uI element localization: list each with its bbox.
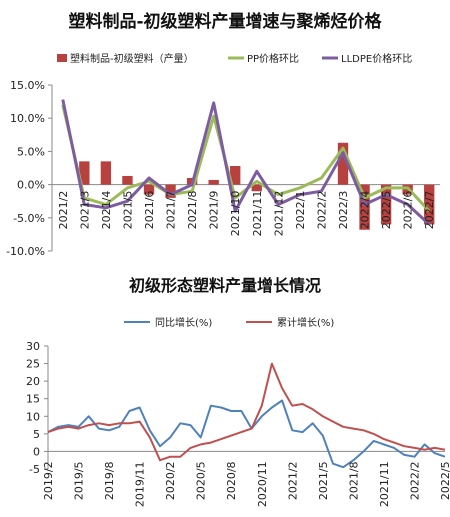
chart-1-x-tick-label: 2021/3	[78, 191, 91, 230]
chart-1-legend: 塑料制品-初级塑料（产量） PP价格环比 LLDPE价格环比	[57, 52, 412, 65]
chart-1-x-tick-label: 2021/6	[143, 191, 156, 230]
chart-1-axes: 15.0% 10.0% 5.0% 0.0% -5.0% -10.0%	[6, 79, 440, 258]
chart-2-x-tick-label: 2021/8	[347, 461, 360, 500]
chart-1-y-tick-label: 10.0%	[10, 112, 45, 125]
chart-2-x-tick-labels: 2019/2 2019/5 2019/8 2019/11 2020/2 2020/5 202…	[42, 461, 450, 507]
chart-2-legend: 同比增长(%) 累计增长(%)	[124, 316, 334, 329]
chart-1-lines	[61, 99, 431, 226]
chart-2-x-tick-label: 2020/11	[256, 461, 269, 507]
legend-label-lldpe: LLDPE价格环比	[341, 52, 412, 65]
legend-label-yoy: 同比增长(%)	[155, 316, 212, 329]
legend-swatch-bar	[57, 54, 67, 62]
chart-2-x-tick-label: 2022/2	[408, 461, 421, 500]
legend-label-production: 塑料制品-初级塑料（产量）	[70, 52, 194, 65]
chart-1-y-tick-label: -10.0%	[6, 245, 45, 258]
chart-2-y-tick-label: 0	[33, 445, 40, 458]
chart-2-x-tick-label: 2020/5	[195, 461, 208, 500]
chart-1-x-tick-label: 2021/7	[165, 191, 178, 230]
bar-production	[337, 142, 349, 185]
chart-1-x-tick-label: 2022/3	[337, 191, 350, 230]
bar-production	[380, 184, 392, 225]
chart-2-axes: 30 25 20 15 10 5 0 -5	[26, 340, 445, 476]
chart-1: 塑料制品-初级塑料产量增速与聚烯烃价格 塑料制品-初级塑料（产量） PP价格环比…	[6, 11, 440, 258]
chart-1-x-tick-label: 2022/1	[294, 191, 307, 230]
bar-production	[251, 184, 262, 192]
chart-1-x-tick-label: 2022/7	[423, 191, 436, 230]
chart-1-x-tick-label: 2021/9	[208, 191, 221, 230]
chart-1-x-tick-labels: 2021/2 2021/3 2021/4 2021/5 2021/6 2021/7 2021…	[57, 191, 436, 237]
bar-production	[359, 184, 370, 230]
series-line-pp	[61, 104, 431, 213]
chart-1-x-tick-label: 2022/6	[402, 191, 415, 230]
legend-label-cumulative: 累计增长(%)	[277, 316, 334, 329]
series-line-yoy	[47, 399, 446, 469]
chart-1-x-tick-label: 2021/10	[229, 191, 242, 237]
chart-2-y-tick-label: 5	[33, 428, 40, 441]
chart-1-x-tick-label: 2022/2	[315, 191, 328, 230]
bar-production	[165, 184, 176, 198]
series-line-cumulative	[47, 362, 446, 462]
chart-2-x-tick-label: 2020/2	[164, 461, 177, 500]
bar-production	[424, 184, 435, 225]
series-line-lldpe	[61, 99, 431, 226]
chart-1-x-tick-label: 2021/12	[272, 191, 285, 237]
chart-2-y-tick-label: -5	[29, 463, 40, 476]
chart-2-x-tick-label: 2019/11	[134, 461, 147, 507]
chart-2-x-tick-label: 2019/8	[103, 461, 116, 500]
chart-1-x-tick-label: 2021/5	[121, 191, 134, 230]
chart-2-y-tick-label: 15	[26, 393, 40, 406]
chart-1-y-tick-label: 0.0%	[17, 179, 45, 192]
chart-2-x-tick-label: 2021/5	[317, 461, 330, 500]
chart-1-x-tick-label: 2021/11	[251, 191, 264, 237]
chart-2-x-tick-label: 2020/8	[225, 461, 238, 500]
chart-1-x-tick-label: 2022/4	[359, 191, 372, 230]
bar-production	[208, 179, 219, 185]
chart-2-x-tick-label: 2022/5	[439, 461, 450, 500]
chart-2-y-tick-label: 25	[26, 358, 40, 371]
chart-2: 初级形态塑料产量增长情况 同比增长(%) 累计增长(%) 30 25 20 15 10 5…	[26, 276, 450, 507]
chart-1-x-tick-label: 2021/4	[100, 191, 113, 230]
chart-1-title: 塑料制品-初级塑料产量增速与聚烯烃价格	[68, 11, 382, 32]
bar-production	[122, 175, 133, 185]
bar-production	[143, 184, 155, 195]
chart-2-y-tick-label: 30	[26, 340, 40, 353]
chart-2-lines	[47, 362, 446, 469]
chart-1-y-tick-label: 5.0%	[17, 145, 45, 158]
bar-production	[230, 166, 241, 185]
bar-production	[79, 161, 90, 185]
chart-2-x-tick-label: 2019/2	[42, 461, 55, 500]
chart-2-title: 初级形态塑料产量增长情况	[129, 276, 321, 295]
chart-2-y-tick-label: 20	[26, 375, 40, 388]
legend-label-pp: PP价格环比	[247, 52, 299, 65]
chart-2-y-tick-label: 10	[26, 410, 40, 423]
chart-1-bars	[79, 142, 435, 230]
chart-1-x-tick-label: 2021/8	[186, 191, 199, 230]
chart-1-y-tick-label: 15.0%	[10, 79, 45, 92]
chart-2-x-tick-label: 2021/11	[378, 461, 391, 507]
chart-1-x-tick-label: 2022/5	[380, 191, 393, 230]
bar-production	[100, 161, 112, 185]
chart-1-x-tick-label: 2021/2	[57, 191, 70, 230]
chart-2-x-tick-label: 2019/5	[73, 461, 86, 500]
chart-2-x-tick-label: 2021/2	[286, 461, 299, 500]
chart-1-y-tick-label: -5.0%	[13, 212, 45, 225]
